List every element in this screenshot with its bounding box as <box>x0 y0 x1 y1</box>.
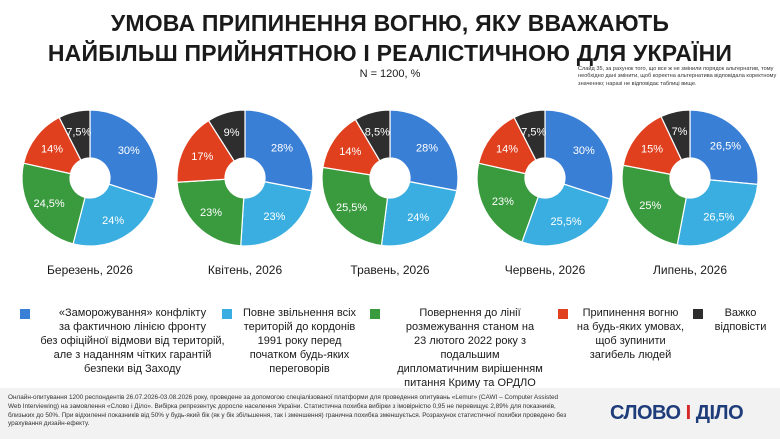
slice-label: 14% <box>41 144 63 156</box>
methodology-note: Онлайн-опитування 1200 респондентів 26.0… <box>8 394 567 428</box>
donut-chart-1: 30% 24% 24,5% 14%7,5% Березень, 2026 <box>21 109 159 277</box>
logo-left: СЛОВО <box>610 402 681 424</box>
legend-label: «Заморожування» конфлікту за фактичною л… <box>40 307 225 375</box>
slovo-i-dilo-logo: СЛОВО І ДІЛО <box>610 400 744 426</box>
chart-title: Травень, 2026 <box>350 263 429 277</box>
donut-slice-dontknow <box>660 109 691 161</box>
sample-size: N = 1200, % <box>359 68 421 80</box>
footer: Онлайн-опитування 1200 респондентів 26.0… <box>0 388 780 439</box>
slice-label: 8,5% <box>365 127 390 139</box>
donut-slice-frozen <box>689 109 759 186</box>
slide-note: Слайд 35, за рахунок того, що все ж не з… <box>578 66 777 87</box>
chart-title: Квітень, 2026 <box>208 263 283 277</box>
donut-chart-3: 28% 24% 25,5% 14% 8,5% Травень, 2026 <box>321 109 459 277</box>
slice-label: 7,5% <box>66 126 91 138</box>
slice-label: 7% <box>672 126 688 138</box>
slice-label: 9% <box>224 127 240 139</box>
donut-chart-4: 30% 25,5% 23% 14%7,5% Червень, 2026 <box>476 109 614 277</box>
slice-label: 7,5% <box>521 126 546 138</box>
chart-title: Липень, 2026 <box>653 263 727 277</box>
slice-label: 24% <box>102 215 124 227</box>
slice-label: 23% <box>492 196 514 208</box>
slice-label: 25% <box>639 200 661 212</box>
legend-swatch <box>370 309 380 319</box>
title-line-1: УМОВА ПРИПИНЕННЯ ВОГНЮ, ЯКУ ВВАЖАЮТЬ <box>110 10 670 36</box>
logo-sep: І <box>685 402 692 424</box>
slice-label: 28% <box>416 142 438 154</box>
donut-slice-frozen <box>89 109 159 200</box>
donut-chart-2: 28% 23% 23% 17% 9% Квітень, 2026 <box>176 109 314 277</box>
slice-label: 23% <box>263 211 285 223</box>
donut-slice-withdrawal <box>521 183 611 247</box>
donut-slice-frozen <box>244 109 314 192</box>
donut-slice-return1991 <box>476 162 539 243</box>
chart-title: Червень, 2026 <box>505 263 586 277</box>
slice-label: 25,5% <box>336 202 367 214</box>
legend-swatch <box>20 309 30 319</box>
slice-label: 30% <box>118 145 140 157</box>
donut-slice-withdrawal <box>380 181 458 247</box>
logo-right: ДІЛО <box>695 402 744 424</box>
slice-label: 14% <box>339 146 361 158</box>
donut-slice-dontknow <box>58 109 91 161</box>
legend-label: Повернення до лінії розмежування станом … <box>397 307 543 389</box>
slice-label: 25,5% <box>551 216 582 228</box>
donut-slice-return1991 <box>21 162 86 245</box>
legend-swatch <box>222 309 232 319</box>
donut-slice-dontknow <box>513 109 546 161</box>
legend-swatch <box>693 309 703 319</box>
legend-label: Припинення вогню на будь-яких умовах, що… <box>576 307 685 361</box>
slice-label: 23% <box>200 207 222 219</box>
page-title: УМОВА ПРИПИНЕННЯ ВОГНЮ, ЯКУ ВВАЖАЮТЬ НАЙ… <box>0 8 780 68</box>
title-line-2: НАЙБІЛЬШ ПРИЙНЯТНОЮ І РЕАЛІСТИЧНОЮ ДЛЯ У… <box>47 40 733 66</box>
legend-label: Повне звільнення всіх територій до кордо… <box>242 307 357 375</box>
donut-slice-withdrawal <box>72 183 156 247</box>
donut-slice-withdrawal <box>676 179 759 247</box>
donut-slice-frozen <box>544 109 614 200</box>
donut-slice-dontknow <box>354 109 391 162</box>
donut-chart-5: 26,5% 26,5% 25% 15% 7% Липень, 2026 <box>621 109 759 277</box>
slice-label: 24,5% <box>33 198 64 210</box>
donut-slice-return1991 <box>321 166 389 247</box>
donut-slice-withdrawal <box>240 181 313 247</box>
slice-label: 26,5% <box>710 141 741 153</box>
chart-title: Березень, 2026 <box>47 263 133 277</box>
donut-charts: 30%24%24,5%14%7,5%Березень, 202628%23%23… <box>21 109 759 277</box>
legend-label: Важко відповісти <box>714 307 767 333</box>
slice-label: 26,5% <box>703 211 734 223</box>
donut-slice-return1991 <box>621 164 687 246</box>
slice-label: 15% <box>641 144 663 156</box>
slice-label: 28% <box>271 142 293 154</box>
donut-slice-cessation <box>176 119 236 183</box>
slice-label: 30% <box>573 145 595 157</box>
legend-swatch <box>558 309 568 319</box>
donut-slice-return1991 <box>176 178 245 247</box>
slice-label: 14% <box>496 144 518 156</box>
donut-slice-dontknow <box>207 109 246 162</box>
legend: «Заморожування» конфлікту за фактичною л… <box>0 306 780 389</box>
donut-slice-frozen <box>389 109 459 192</box>
slice-label: 24% <box>407 212 429 224</box>
slice-label: 17% <box>191 151 213 163</box>
